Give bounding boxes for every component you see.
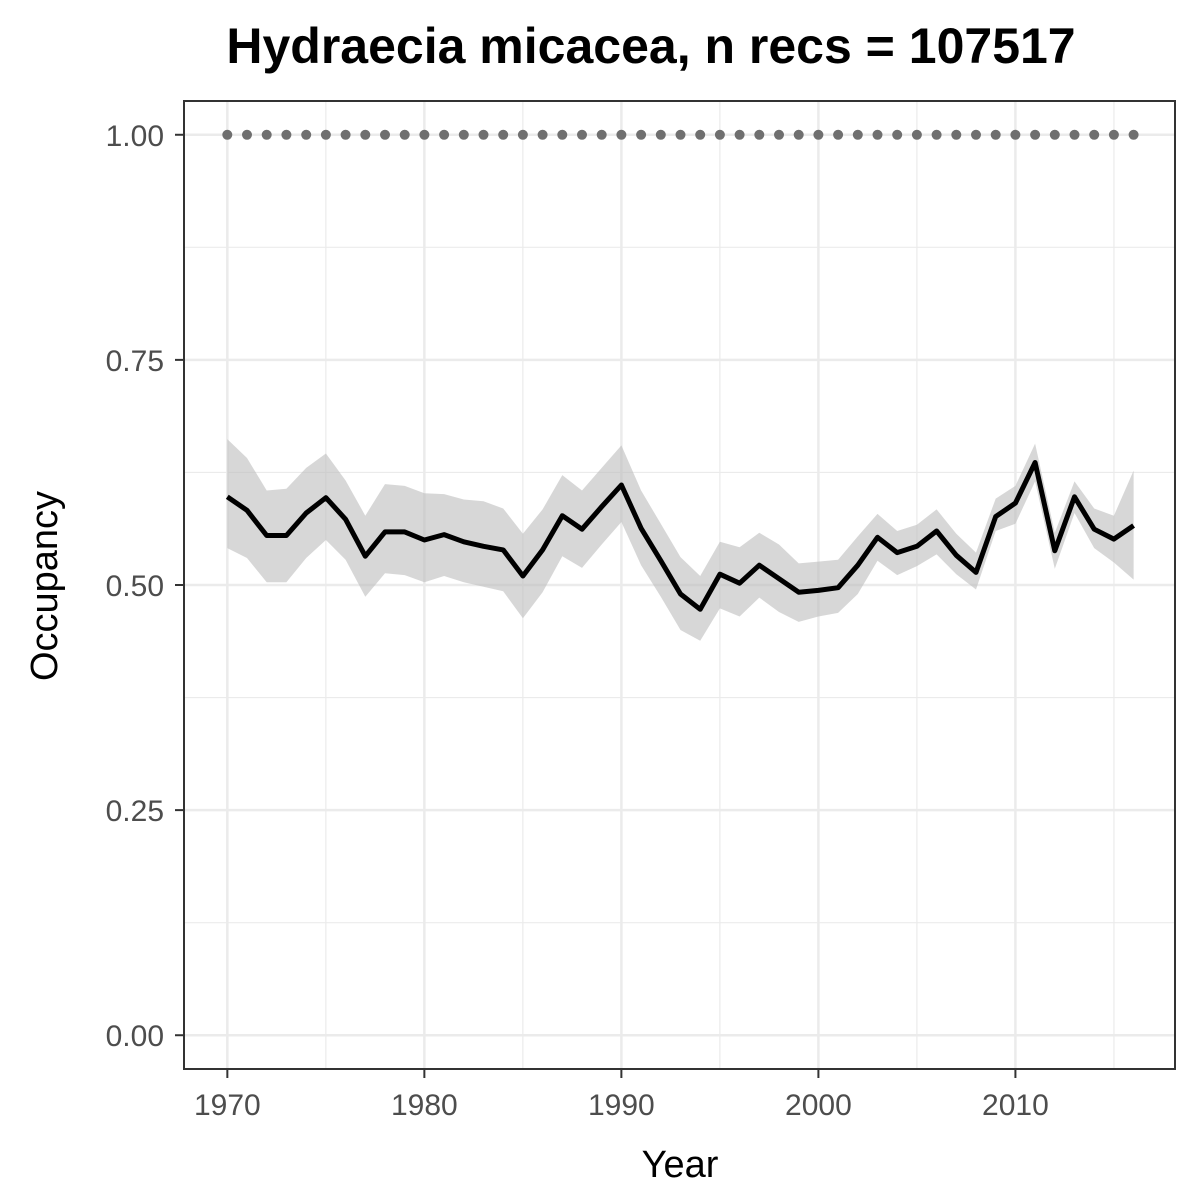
dot-point (1049, 129, 1060, 140)
dot-point (478, 129, 489, 140)
x-axis: 1970 1980 1990 2000 2010 (194, 1069, 1049, 1122)
y-tick-label: 0.00 (106, 1020, 164, 1053)
dot-point (498, 129, 509, 140)
occupancy-dots (222, 129, 1139, 140)
dot-point (892, 129, 903, 140)
y-axis-title: Occupancy (24, 491, 66, 681)
dot-point (222, 129, 233, 140)
dot-point (261, 129, 272, 140)
dot-point (537, 129, 548, 140)
dot-point (675, 129, 686, 140)
x-tick-label: 1980 (391, 1089, 458, 1122)
x-axis-title: Year (642, 1144, 719, 1186)
dot-point (774, 129, 784, 140)
x-tick-label: 1990 (588, 1089, 655, 1122)
dot-point (557, 129, 568, 140)
dot-point (242, 129, 252, 140)
dot-point (320, 129, 331, 140)
x-tick-label: 2000 (785, 1089, 852, 1122)
dot-point (813, 129, 824, 140)
dot-point (636, 129, 647, 140)
dot-point (971, 129, 981, 140)
dot-point (616, 129, 627, 140)
dot-point (754, 129, 765, 140)
dot-point (695, 129, 706, 140)
dot-point (1030, 129, 1041, 140)
dot-point (872, 129, 883, 140)
dot-point (1089, 129, 1100, 140)
dot-point (281, 129, 292, 140)
dot-point (301, 129, 312, 140)
dot-point (911, 129, 922, 140)
dot-point (714, 129, 725, 140)
chart-title: Hydraecia micacea, n recs = 107517 (226, 18, 1075, 74)
y-tick-label: 0.25 (106, 795, 164, 828)
y-tick-label: 0.50 (106, 570, 164, 603)
dot-point (1108, 129, 1119, 140)
dot-point (399, 129, 410, 140)
confidence-ribbon (227, 439, 1134, 641)
major-gridlines (184, 101, 1175, 1069)
dot-point (1010, 129, 1021, 140)
y-tick-label: 0.75 (106, 345, 164, 378)
y-tick-label: 1.00 (106, 120, 164, 153)
dot-point (380, 129, 390, 140)
dot-point (1069, 129, 1080, 140)
dot-point (360, 129, 371, 140)
x-tick-label: 2010 (982, 1089, 1049, 1122)
dot-point (951, 129, 962, 140)
dot-point (419, 129, 430, 140)
dot-point (439, 129, 450, 140)
dot-point (734, 129, 745, 140)
dot-point (340, 129, 351, 140)
dot-point (1128, 129, 1139, 140)
dot-point (517, 129, 528, 140)
occupancy-mean-line (225, 460, 1136, 612)
dot-point (833, 129, 844, 140)
y-axis: 0.00 0.25 0.50 0.75 1.00 (106, 120, 184, 1053)
dot-point (852, 129, 863, 140)
dot-point (458, 129, 469, 140)
dot-point (596, 129, 607, 140)
dot-point (793, 129, 804, 140)
dot-point (577, 129, 587, 140)
dot-point (655, 129, 666, 140)
dot-point (931, 129, 942, 140)
dot-point (990, 129, 1001, 140)
x-tick-label: 1970 (194, 1089, 261, 1122)
